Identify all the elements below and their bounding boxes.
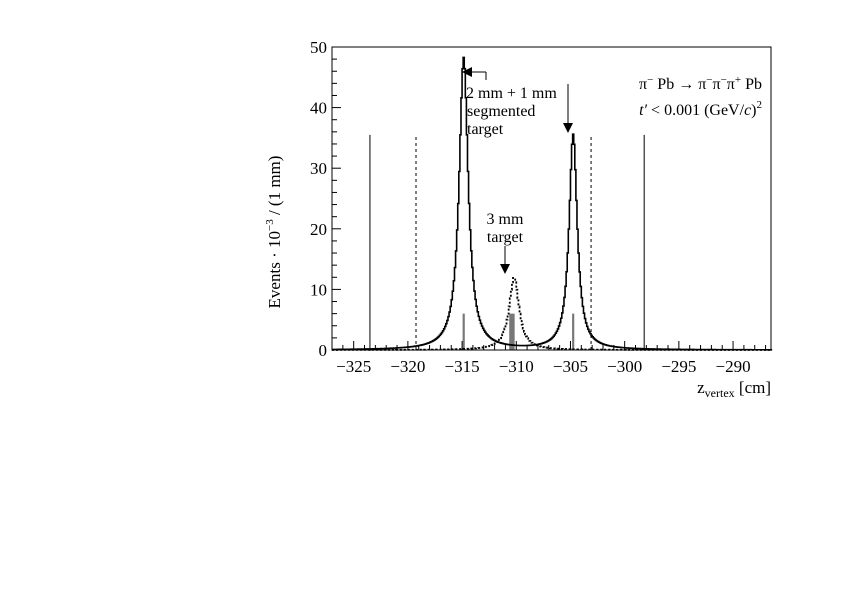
target-mark-2 [509, 313, 515, 350]
x-tick-label: −325 [336, 357, 371, 376]
y-tick-label: 50 [310, 38, 327, 57]
x-tick-label: −320 [390, 357, 425, 376]
annotation-segmented-line3: target [467, 121, 504, 138]
arrow-single-down [500, 246, 510, 274]
x-tick-label: −315 [445, 357, 480, 376]
arrow-segmented-down [563, 84, 573, 133]
x-axis-title: zvertex [cm] [697, 378, 771, 400]
plot-frame [331, 46, 772, 351]
x-tick-label: −305 [553, 357, 588, 376]
axis-ticks: −325 −320 −315 −310 −305 −300 −295 −290 0 10 20 30 4… [310, 38, 767, 376]
x-tick-label: −295 [661, 357, 696, 376]
annotation-segmented-line2: segmented [467, 103, 535, 120]
annotation-single-line1: 3 mm [487, 211, 524, 228]
x-tick-label: −300 [607, 357, 642, 376]
y-tick-label: 40 [310, 99, 327, 118]
annotation-single-line2: target [487, 229, 524, 246]
x-tick-label: −310 [499, 357, 534, 376]
x-tick-label: −290 [716, 357, 751, 376]
arrow-segmented-left [462, 67, 487, 80]
legend-t-cut: t′ < 0.001 (GeV/c)2 [639, 99, 762, 119]
y-tick-label: 20 [310, 220, 327, 239]
target-mark-3 [572, 313, 575, 350]
target-mark-1 [462, 313, 465, 350]
y-tick-label: 30 [310, 159, 327, 178]
y-tick-label: 10 [310, 280, 327, 299]
y-tick-label: 0 [319, 341, 328, 360]
y-axis-title: Events · 10−3 / (1 mm) [264, 156, 284, 309]
annotation-segmented-line1: 2 mm + 1 mm [466, 85, 557, 102]
legend-reaction: π− Pb → π−π−π+ Pb [639, 74, 762, 93]
